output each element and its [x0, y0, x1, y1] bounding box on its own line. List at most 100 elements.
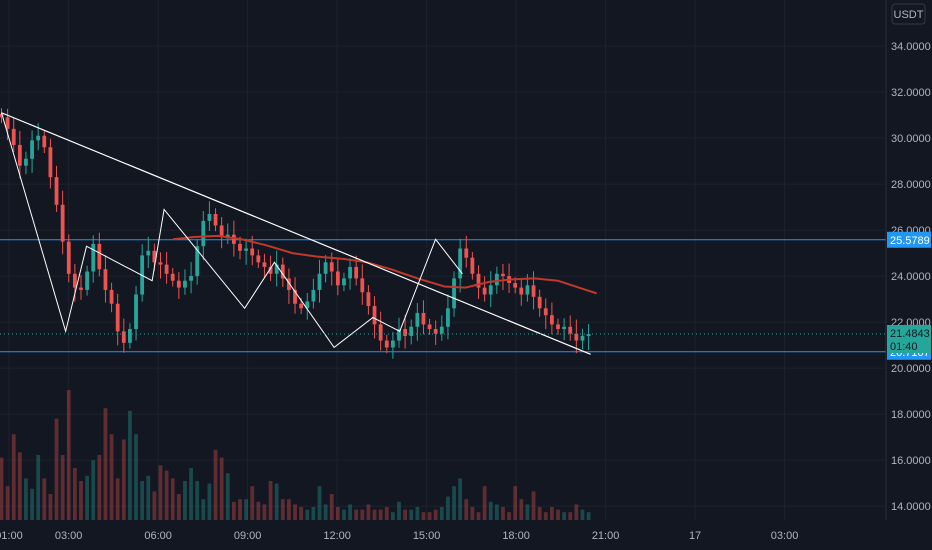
volume-bar	[421, 512, 426, 520]
trendline[interactable]	[1, 112, 591, 355]
candle-body	[183, 280, 187, 288]
candle-body	[244, 248, 249, 251]
candle-body	[439, 326, 444, 334]
volume-bar	[494, 504, 499, 520]
volume-bar	[549, 507, 554, 520]
volume-bar	[317, 486, 322, 520]
volume-bar	[488, 501, 493, 520]
time-tick-label: 09:00	[234, 530, 262, 542]
candle-body	[372, 306, 377, 325]
volume-bar	[72, 468, 77, 520]
volume-bar	[213, 449, 218, 520]
price-axis[interactable]	[886, 0, 932, 520]
price-tick-label: 34.0000	[891, 41, 931, 53]
candle-body	[11, 128, 16, 145]
volume-bar	[115, 478, 120, 520]
candle-body	[335, 271, 340, 286]
candle-body	[115, 303, 120, 332]
candle-body	[219, 225, 224, 237]
volume-bar	[531, 491, 536, 520]
candle-body	[470, 257, 475, 274]
candle-body	[390, 340, 395, 348]
volume-bar	[293, 504, 297, 520]
candle-body	[189, 276, 193, 281]
volume-bar	[183, 481, 187, 520]
volume-bar	[238, 499, 242, 520]
time-tick-label: 12:00	[323, 530, 351, 542]
candle-body	[586, 333, 591, 336]
volume-bar	[427, 512, 432, 520]
candle-body	[97, 243, 102, 270]
volume-bar	[274, 483, 279, 520]
candle-body	[72, 273, 77, 288]
volume-bar	[195, 481, 200, 520]
trendline-path	[1, 112, 591, 355]
zigzag-path	[1, 112, 463, 349]
volume-bar	[556, 509, 560, 520]
candle-body	[482, 287, 487, 295]
candle-body	[268, 266, 273, 274]
volume-bar	[433, 509, 438, 520]
currency-button[interactable]: USDT	[891, 3, 926, 25]
volume-bar	[452, 486, 456, 520]
volume-bar	[366, 504, 371, 520]
candle-body	[513, 283, 518, 288]
volume-bar	[146, 475, 151, 520]
time-axis[interactable]	[0, 520, 886, 550]
volume-bar	[79, 481, 83, 520]
candle-body	[195, 246, 200, 277]
candle-body	[152, 250, 157, 263]
price-tick-label: 14.0000	[891, 501, 931, 513]
candle-body	[280, 264, 285, 279]
volume-bar	[311, 507, 316, 520]
current-price-label: 21.4843	[890, 328, 930, 340]
candle-body	[531, 285, 536, 297]
candle-body	[60, 204, 65, 242]
candle-body	[85, 271, 90, 290]
candle-body	[384, 340, 389, 348]
volume-bar	[360, 509, 365, 520]
candle-body	[311, 289, 316, 302]
volume-bar	[140, 481, 145, 520]
candle-body	[556, 324, 560, 330]
candle-body	[48, 147, 53, 178]
volume-bar	[17, 452, 22, 520]
volume-bar	[409, 509, 414, 520]
current-price-tag	[887, 324, 931, 353]
volume-bar	[507, 512, 511, 520]
candle-body	[164, 264, 169, 274]
volume-bar	[501, 507, 505, 520]
candle-body	[415, 312, 420, 327]
volume-bar	[397, 501, 401, 520]
volume-bar	[170, 478, 175, 520]
candle-body	[501, 273, 505, 277]
candle-body	[446, 308, 450, 327]
volume-bar	[60, 455, 65, 520]
volume-bar	[158, 465, 163, 520]
horizontal-levels[interactable]	[0, 239, 886, 353]
candle-body	[213, 213, 218, 226]
volume-bar	[24, 478, 28, 520]
volume-bar	[446, 496, 450, 520]
candle-body	[299, 303, 304, 309]
candle-body	[421, 312, 426, 325]
candle-body	[201, 220, 206, 247]
volume-bar	[30, 488, 34, 520]
volume-bar	[580, 509, 585, 520]
candle-body	[366, 292, 371, 307]
volume-bar	[268, 481, 273, 520]
volume-bar	[109, 434, 114, 520]
candle-body	[464, 248, 469, 258]
candle-body	[317, 273, 322, 290]
candle-body	[488, 285, 493, 295]
candle-body	[549, 315, 554, 325]
volume-bar	[439, 507, 444, 520]
volume-bar	[482, 486, 487, 520]
candle-body	[176, 280, 181, 288]
candle-body	[323, 262, 328, 274]
time-tick-label: 17	[689, 530, 701, 542]
time-tick-label: 01:00	[0, 530, 23, 542]
zigzag-line	[1, 112, 463, 349]
volume-bar	[574, 504, 579, 520]
